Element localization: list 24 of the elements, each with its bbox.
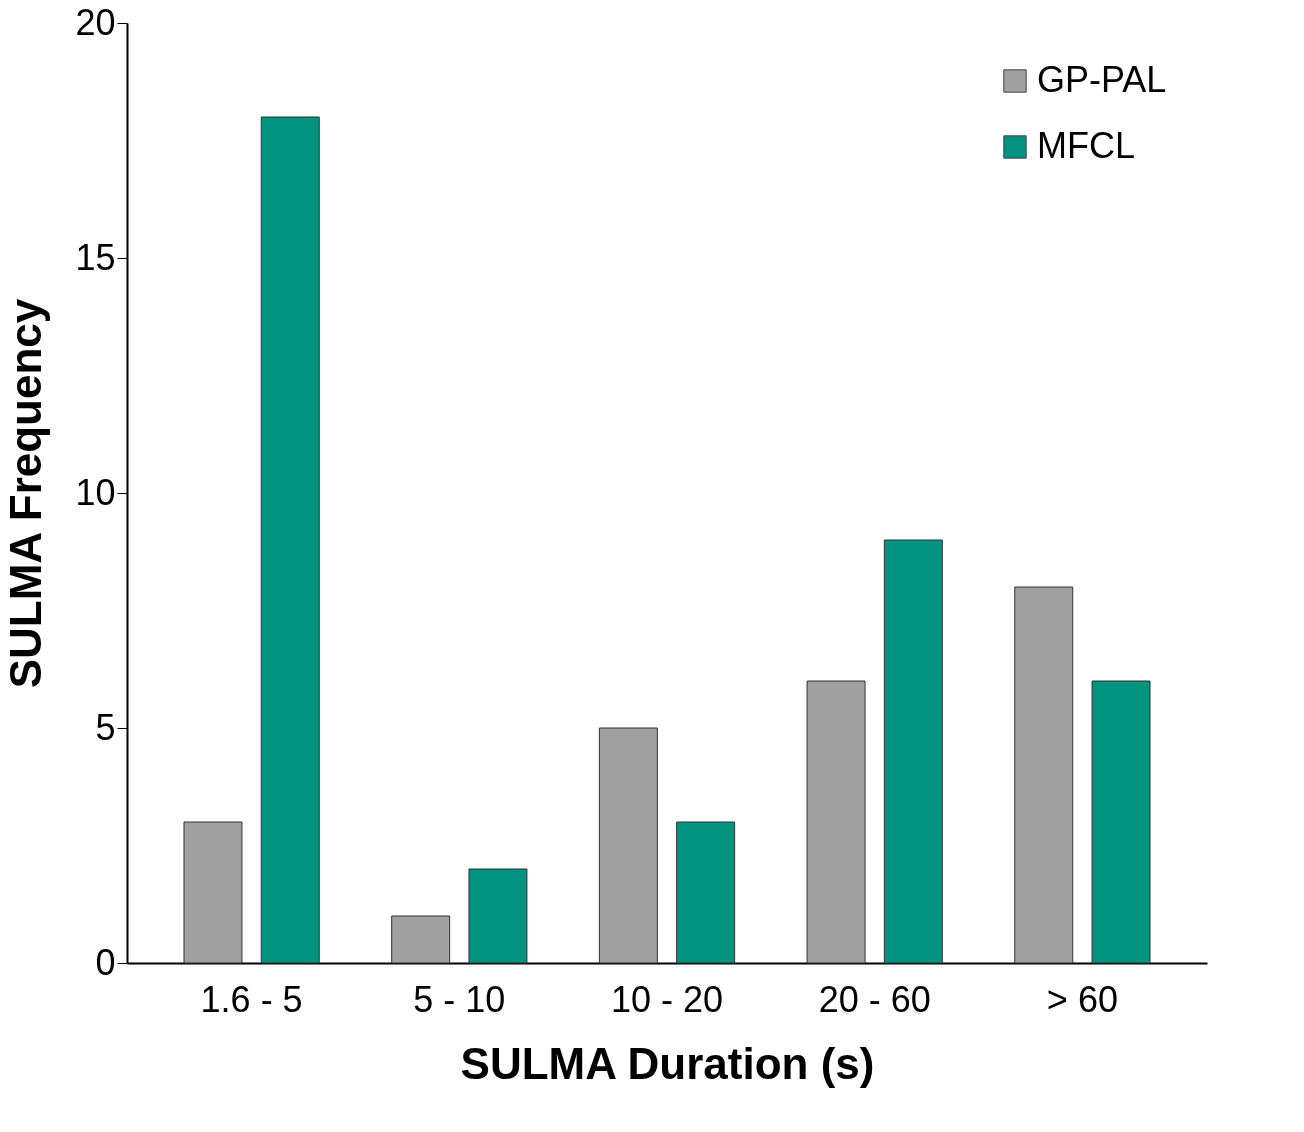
x-tick-label: 10 - 20 <box>610 978 724 1020</box>
y-tick-label: 15 <box>75 236 116 278</box>
x-tick-label: 5 - 10 <box>413 978 506 1020</box>
y-tick-label: 0 <box>95 941 116 983</box>
x-tick-label: 1.6 - 5 <box>200 978 303 1020</box>
bar <box>676 821 736 964</box>
x-axis-title: SULMA Duration (s) <box>460 1038 875 1088</box>
x-tick-label: > 60 <box>1046 978 1118 1020</box>
bar <box>183 821 243 964</box>
y-tick-label: 5 <box>95 706 116 748</box>
bar <box>468 868 528 964</box>
x-tick-label: 20 - 60 <box>818 978 931 1020</box>
y-tick-label: 10 <box>75 471 116 513</box>
legend-label: MFCL <box>1037 125 1135 166</box>
bar <box>1091 680 1151 964</box>
y-tick-label: 20 <box>75 1 116 43</box>
bar <box>391 915 451 964</box>
y-axis-title: SULMA Frequency <box>1 298 51 689</box>
bar <box>806 680 866 964</box>
bar <box>1014 586 1074 964</box>
legend-label: GP-PAL <box>1037 59 1167 100</box>
bar <box>883 539 943 964</box>
bar <box>260 116 320 964</box>
bar <box>598 727 658 964</box>
